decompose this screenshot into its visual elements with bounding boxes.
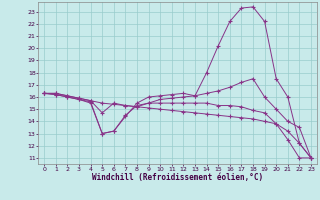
- X-axis label: Windchill (Refroidissement éolien,°C): Windchill (Refroidissement éolien,°C): [92, 173, 263, 182]
